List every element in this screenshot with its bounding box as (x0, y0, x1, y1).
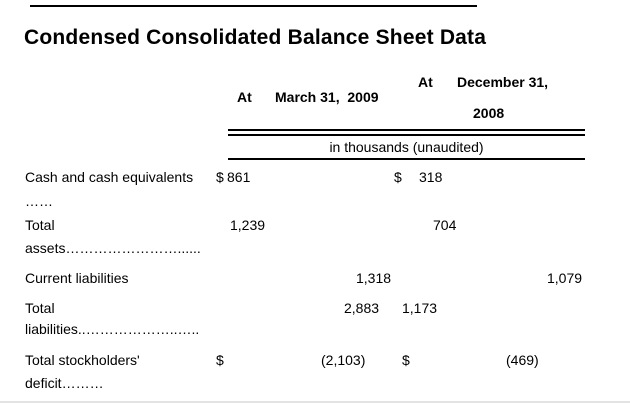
header-bottom-rule (228, 158, 585, 160)
cell-current-liabilities-2009: 1,318 (356, 270, 392, 286)
cell-deficit-2009: (2,103) (321, 352, 366, 368)
col2-at-label: At (418, 74, 433, 90)
cell-assets-2008: 704 (433, 217, 457, 233)
header-double-rule (228, 129, 585, 136)
cell-total-liabilities-2009: 2,883 (344, 300, 380, 316)
col1-date-label: March 31, 2009 (275, 89, 379, 105)
row-label-cash-leader: …… (25, 193, 53, 209)
dollar-sign: $ (216, 169, 224, 185)
cell-assets-2009: 1,239 (230, 217, 266, 233)
col1-at-label: At (237, 89, 252, 105)
top-border-rule (30, 5, 477, 7)
col2-date-line2: 2008 (473, 105, 505, 121)
dollar-sign: $ (394, 169, 402, 185)
dollar-sign: $ (402, 352, 410, 368)
row-label-total-liabilities: Total (25, 300, 55, 316)
unit-note: in thousands (unaudited) (329, 139, 484, 155)
row-label-total-assets: Total (25, 217, 55, 233)
cell-cash-2008: 318 (419, 169, 443, 185)
row-label-total-liabilities-leader: liabilities..………………..….. (25, 321, 200, 337)
row-label-total-assets-leader: assets……………………...... (25, 240, 201, 256)
row-label-current-liabilities: Current liabilities (25, 270, 129, 286)
cell-cash-2009: 861 (227, 169, 251, 185)
col2-date-line1: December 31, (457, 74, 549, 90)
cell-total-liabilities-2008: 1,173 (402, 300, 438, 316)
row-label-stockholders-deficit-leader: deficit……… (25, 375, 104, 391)
dollar-sign: $ (216, 352, 224, 368)
bottom-edge-rule (0, 401, 630, 403)
cell-deficit-2008: (469) (506, 352, 539, 368)
row-label-cash: Cash and cash equivalents (25, 169, 194, 185)
cell-current-liabilities-2008: 1,079 (547, 270, 583, 286)
page-title: Condensed Consolidated Balance Sheet Dat… (24, 26, 487, 49)
row-label-stockholders-deficit: Total stockholders' (25, 352, 140, 368)
